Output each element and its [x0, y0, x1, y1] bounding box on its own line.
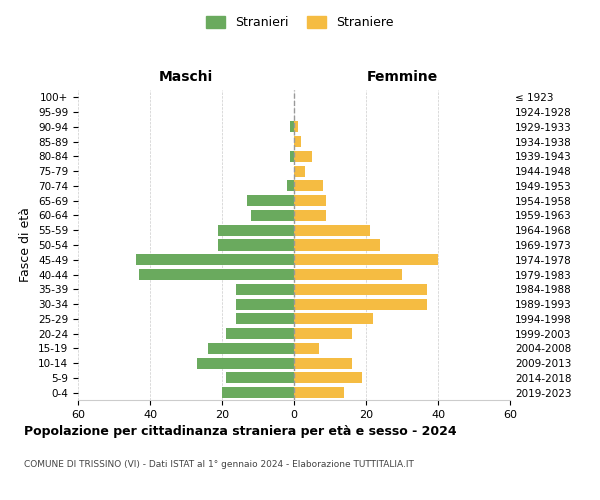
Bar: [236, 284, 294, 295]
Bar: [294, 136, 301, 147]
Bar: [294, 180, 323, 192]
Text: COMUNE DI TRISSINO (VI) - Dati ISTAT al 1° gennaio 2024 - Elaborazione TUTTITALI: COMUNE DI TRISSINO (VI) - Dati ISTAT al …: [24, 460, 414, 469]
Text: Femmine: Femmine: [367, 70, 437, 84]
Bar: [218, 224, 294, 236]
Bar: [208, 343, 294, 354]
Bar: [290, 122, 294, 132]
Bar: [294, 372, 362, 384]
Bar: [294, 151, 312, 162]
Bar: [294, 387, 344, 398]
Bar: [294, 122, 298, 132]
Bar: [226, 372, 294, 384]
Bar: [236, 314, 294, 324]
Bar: [294, 195, 326, 206]
Bar: [197, 358, 294, 368]
Bar: [226, 328, 294, 339]
Bar: [236, 298, 294, 310]
Bar: [247, 195, 294, 206]
Text: Popolazione per cittadinanza straniera per età e sesso - 2024: Popolazione per cittadinanza straniera p…: [24, 425, 457, 438]
Legend: Stranieri, Straniere: Stranieri, Straniere: [202, 11, 398, 34]
Bar: [139, 269, 294, 280]
Bar: [294, 328, 352, 339]
Bar: [294, 269, 402, 280]
Bar: [294, 314, 373, 324]
Bar: [294, 240, 380, 250]
Bar: [294, 284, 427, 295]
Bar: [287, 180, 294, 192]
Bar: [290, 151, 294, 162]
Text: Maschi: Maschi: [159, 70, 213, 84]
Bar: [294, 358, 352, 368]
Bar: [294, 224, 370, 236]
Bar: [136, 254, 294, 266]
Bar: [294, 298, 427, 310]
Bar: [294, 166, 305, 176]
Bar: [294, 210, 326, 221]
Bar: [218, 240, 294, 250]
Bar: [294, 343, 319, 354]
Bar: [294, 254, 438, 266]
Bar: [222, 387, 294, 398]
Y-axis label: Fasce di età: Fasce di età: [19, 208, 32, 282]
Bar: [251, 210, 294, 221]
